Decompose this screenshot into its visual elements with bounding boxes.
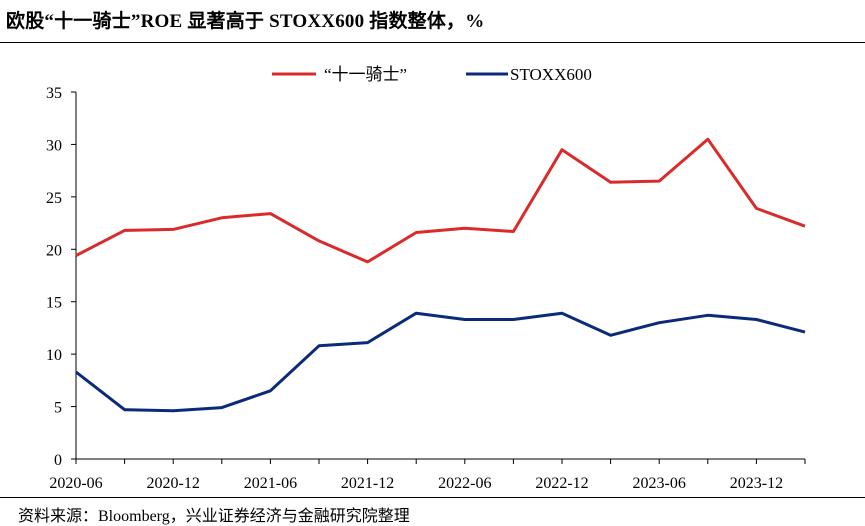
x-tick-label: 2021-12	[341, 475, 394, 492]
legend-label: “十一骑士”	[324, 65, 407, 84]
chart-title: 欧股“十一骑士”ROE 显著高于 STOXX600 指数整体，%	[6, 11, 485, 32]
top-divider	[0, 42, 865, 43]
x-tick-label: 2023-06	[633, 475, 686, 492]
y-tick-label: 0	[54, 452, 62, 469]
y-tick-label: 5	[54, 400, 62, 417]
x-tick-label: 2021-06	[244, 475, 297, 492]
x-tick-label: 2020-06	[49, 475, 102, 492]
series-line-knights	[75, 137, 806, 264]
x-tick-label: 2023-12	[730, 475, 783, 492]
source-note: 资料来源：Bloomberg，兴业证券经济与金融研究院整理	[18, 508, 410, 525]
x-tick-label: 2022-06	[438, 475, 491, 492]
x-tick-label: 2022-12	[535, 475, 588, 492]
y-tick-label: 20	[46, 242, 62, 259]
y-tick-label: 30	[46, 137, 62, 154]
series-line-stoxx600	[75, 311, 806, 413]
bottom-divider	[0, 497, 865, 498]
y-tick-label: 35	[46, 85, 62, 102]
y-tick-label: 10	[46, 347, 62, 364]
x-tick-label: 2020-12	[147, 475, 200, 492]
legend-label: STOXX600	[510, 65, 592, 84]
y-tick-label: 25	[46, 190, 62, 207]
y-tick-label: 15	[46, 295, 62, 312]
